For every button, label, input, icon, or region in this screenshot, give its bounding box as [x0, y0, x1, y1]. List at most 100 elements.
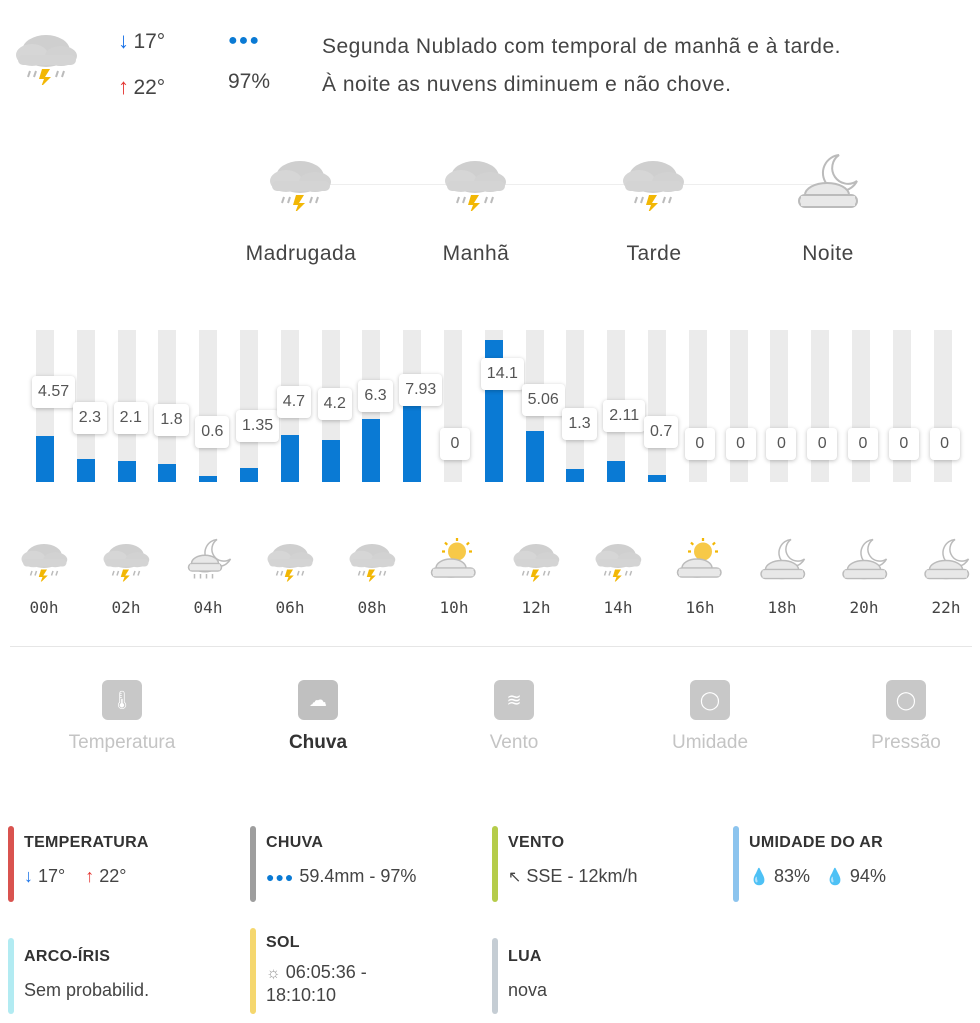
- chart-data-label: 1.8: [154, 404, 189, 436]
- chart-data-label: 0: [725, 428, 756, 460]
- tab-temperatura[interactable]: 🌡 Temperatura: [37, 680, 207, 754]
- tab-umidade[interactable]: ◯ Umidade: [625, 680, 795, 754]
- storm-cloud-icon: [96, 534, 156, 584]
- hour-label: 02h: [111, 598, 141, 617]
- chart-data-label: 0.6: [195, 416, 230, 448]
- stat-sun-value-line2: 18:10:10: [266, 985, 337, 1005]
- tab-vento[interactable]: ≋ Vento: [429, 680, 599, 754]
- forecast-description-line1: Segunda Nublado com temporal de manhã e …: [322, 35, 841, 58]
- storm-cloud-icon: [588, 534, 648, 584]
- hour-label: 14h: [603, 598, 633, 617]
- chart-bar: [36, 435, 54, 482]
- hour-label: 22h: [931, 598, 961, 617]
- chart-data-label: 2.3: [72, 402, 108, 434]
- chart-bar: [117, 460, 136, 482]
- chart-bar: [566, 468, 585, 482]
- chart-bar: [240, 468, 258, 482]
- chart-bar: [525, 431, 544, 482]
- chart-bar: [648, 474, 666, 482]
- hour-label: 00h: [29, 598, 59, 617]
- chart-data-label: 0: [440, 428, 470, 460]
- stat-rain-bar: [250, 826, 256, 902]
- rain-drops-icon: ●●●: [266, 869, 295, 885]
- stat-sun-value-line1: 06:05:36 -: [285, 962, 367, 982]
- stat-sun: SOL ☼ 06:05:36 - 18:10:10: [250, 928, 470, 1014]
- storm-cloud-icon: [260, 146, 340, 216]
- chart-bar-background: [648, 330, 666, 482]
- tab-label: Chuva: [288, 732, 348, 753]
- chart-data-label: 14.1: [480, 358, 524, 390]
- divider: [10, 646, 972, 647]
- droplet-min-icon: 💧: [749, 869, 769, 886]
- stat-wind-title: VENTO: [508, 834, 565, 851]
- tab-label: Umidade: [671, 732, 749, 753]
- arrow-up-icon: ↑: [85, 866, 95, 886]
- hour-label: 08h: [357, 598, 387, 617]
- hour-label: 10h: [439, 598, 469, 617]
- max-temp-value: 22°: [133, 76, 166, 99]
- period-label: Tarde: [626, 242, 682, 265]
- tab-chuva[interactable]: ☁ Chuva: [233, 680, 403, 754]
- chart-data-label: 1.3: [562, 408, 597, 440]
- hour-label: 20h: [849, 598, 879, 617]
- stat-humidity-min: 83%: [773, 866, 810, 886]
- storm-cloud-icon: [506, 534, 566, 584]
- arrow-down-icon: ↓: [24, 866, 33, 886]
- chart-data-label: 4.7: [276, 386, 312, 418]
- sun-cloud-icon: [424, 534, 484, 584]
- chart-data-label: 7.93: [399, 374, 443, 406]
- stat-wind-value: SSE - 12km/h: [526, 866, 638, 886]
- chart-bar: [321, 439, 340, 482]
- stat-moon: LUA nova: [492, 938, 712, 1014]
- period-label: Noite: [802, 242, 854, 265]
- stat-humidity-bar: [733, 826, 739, 902]
- stat-humidity: UMIDADE DO AR 💧 83% 💧 94%: [733, 826, 973, 902]
- stat-temperature-min: 17°: [38, 866, 66, 886]
- chart-data-label: 4.57: [32, 376, 76, 408]
- stat-rain-value: 59.4mm - 97%: [299, 866, 417, 886]
- storm-cloud-icon: [260, 534, 320, 584]
- stat-temperature-title: TEMPERATURA: [24, 834, 149, 851]
- period-label: Madrugada: [245, 242, 357, 265]
- stat-moon-value: nova: [508, 980, 548, 1000]
- stat-rainbow: ARCO-ÍRIS Sem probabilid.: [8, 938, 228, 1014]
- chart-bar: [607, 460, 626, 482]
- stat-sun-bar: [250, 928, 256, 1014]
- chart-bar: [403, 402, 422, 482]
- moon-cloud-icon: [787, 146, 867, 216]
- min-temp-value: 17°: [133, 30, 166, 53]
- chart-data-label: 0: [848, 428, 878, 460]
- tab-pressão[interactable]: ◯ Pressão: [821, 680, 980, 754]
- gauge-icon: ◯: [886, 680, 926, 720]
- wind-direction-icon: ↖: [508, 869, 522, 886]
- chart-data-label: 4.2: [317, 388, 352, 420]
- stat-rainbow-value: Sem probabilid.: [24, 980, 150, 1000]
- chart-data-label: 0: [929, 428, 960, 460]
- chart-data-label: 2.11: [603, 400, 646, 432]
- rain-cloud-icon: ☁: [298, 680, 338, 720]
- droplet-icon: ◯: [690, 680, 730, 720]
- chart-data-label: 0: [888, 428, 919, 460]
- min-temp: ↓ 17°: [118, 28, 165, 54]
- arrow-up-icon: ↑: [118, 74, 129, 99]
- wind-icon: ≋: [494, 680, 534, 720]
- stat-temperature-max: 22°: [99, 866, 127, 886]
- storm-cloud-icon: [14, 534, 74, 584]
- chart-data-label: 5.06: [521, 384, 565, 416]
- chart-bar: [199, 475, 218, 482]
- period-connector-line: [300, 184, 820, 185]
- stat-humidity-title: UMIDADE DO AR: [749, 834, 883, 851]
- stat-temperature-bar: [8, 826, 14, 902]
- forecast-description-line2: À noite as nuvens diminuem e não chove.: [322, 73, 732, 96]
- chart-bar: [76, 458, 95, 482]
- stat-moon-bar: [492, 938, 498, 1014]
- arrow-down-icon: ↓: [118, 28, 129, 53]
- rain-chart: 4.57 2.3 2.1 1.8 0.6 1.35 4.7 4.2 6.3 7.93 0 14.1 5.…: [0, 300, 980, 500]
- chart-bar-background: [566, 330, 585, 482]
- stat-sun-title: SOL: [266, 934, 300, 951]
- hour-label: 16h: [685, 598, 715, 617]
- chart-data-label: 0: [807, 428, 838, 460]
- tab-label: Temperatura: [68, 732, 176, 753]
- stat-rain: CHUVA ●●● 59.4mm - 97%: [250, 826, 480, 902]
- chart-data-label: 1.35: [236, 410, 280, 442]
